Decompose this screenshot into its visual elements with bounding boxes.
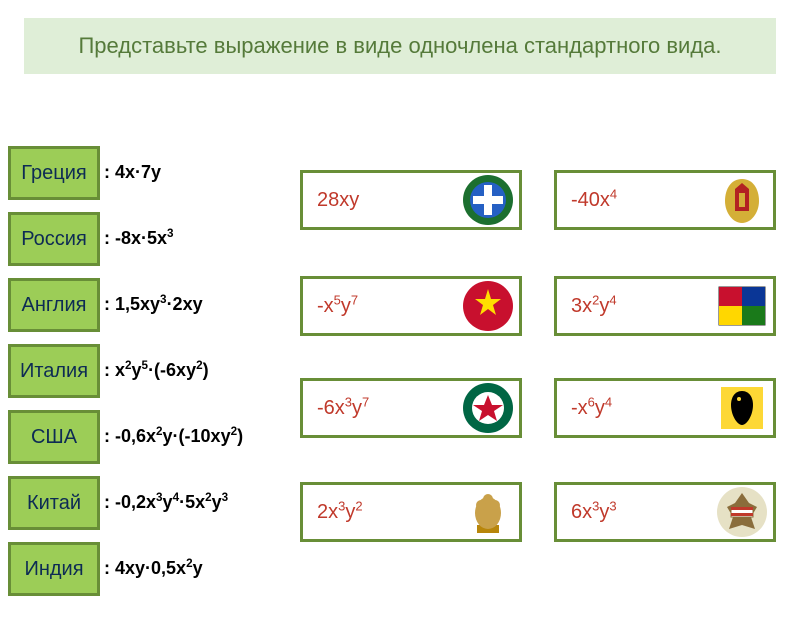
answer-card[interactable]: -x6y4 [554,378,776,438]
country-label[interactable]: Греция [8,146,100,200]
answer-card[interactable]: 6x3y3 [554,482,776,542]
answer-card[interactable]: 28xy [300,170,522,230]
england-emblem-icon [713,279,771,333]
answer-card[interactable]: -6x3y7 [300,378,522,438]
china-emblem-icon [459,279,517,333]
country-row: Греция: 4x·7y [8,142,288,204]
country-label[interactable]: Россия [8,212,100,266]
usa-emblem-icon [713,485,771,539]
italy-emblem-icon [459,381,517,435]
expression: : 4x·7y [104,163,161,183]
answer-text: 3x2y4 [557,296,713,316]
country-row: США: -0,6x2y·(-10xy2) [8,406,288,468]
country-row: Китай: -0,2x3y4·5x2y3 [8,472,288,534]
answer-card[interactable]: 3x2y4 [554,276,776,336]
expression: : 4xy·0,5x2y [104,559,203,579]
country-list: Греция: 4x·7yРоссия: -8x·5x3Англия: 1,5x… [8,142,288,604]
country-row: Италия: x2y5·(-6xy2) [8,340,288,402]
expression: : x2y5·(-6xy2) [104,361,209,381]
page-title: Представьте выражение в виде одночлена с… [24,18,776,74]
country-row: Россия: -8x·5x3 [8,208,288,270]
answer-text: -x6y4 [557,398,713,418]
country-label[interactable]: Индия [8,542,100,596]
expression: : -8x·5x3 [104,229,174,249]
germany-emblem-icon [713,381,771,435]
country-row: Англия: 1,5xy3·2xy [8,274,288,336]
greece-emblem-icon [459,173,517,227]
expression: : 1,5xy3·2xy [104,295,203,315]
answer-text: -6x3y7 [303,398,459,418]
country-label[interactable]: Англия [8,278,100,332]
answer-text: 2x3y2 [303,502,459,522]
expression: : -0,2x3y4·5x2y3 [104,493,228,513]
country-label[interactable]: Китай [8,476,100,530]
answer-card[interactable]: 2x3y2 [300,482,522,542]
answer-text: 6x3y3 [557,502,713,522]
expression: : -0,6x2y·(-10xy2) [104,427,243,447]
answer-card[interactable]: -40x4 [554,170,776,230]
country-label[interactable]: США [8,410,100,464]
answer-text: -40x4 [557,190,713,210]
answer-card[interactable]: -x5y7 [300,276,522,336]
india-emblem-icon [459,485,517,539]
answer-text: 28xy [303,190,459,210]
answer-text: -x5y7 [303,296,459,316]
country-row: Индия: 4xy·0,5x2y [8,538,288,600]
russia-emblem-icon [713,173,771,227]
country-label[interactable]: Италия [8,344,100,398]
